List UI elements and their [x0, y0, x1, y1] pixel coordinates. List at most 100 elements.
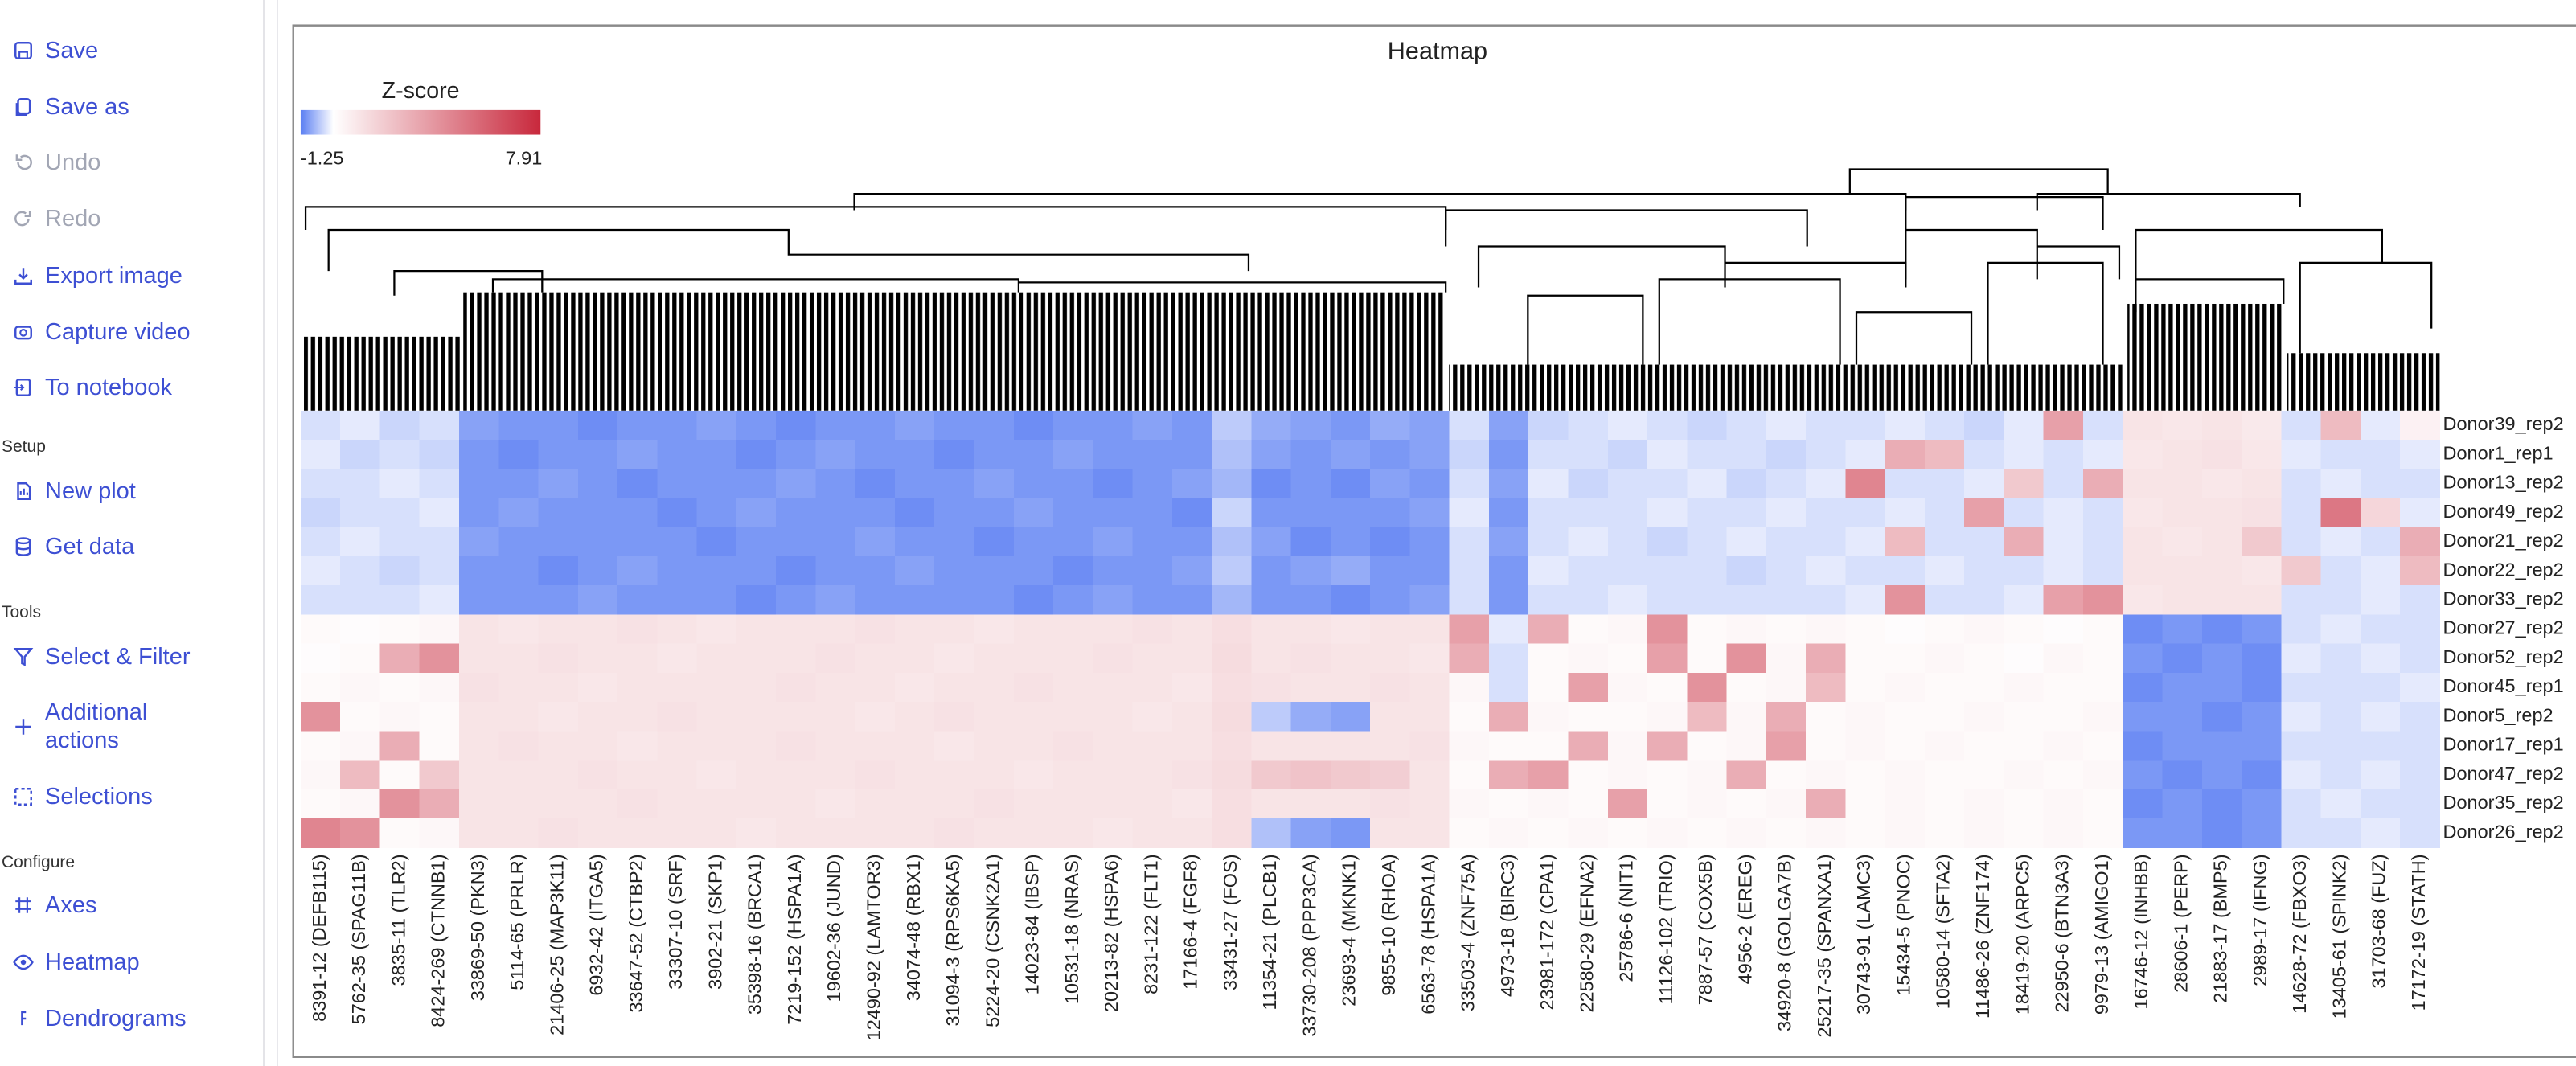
- heatmap-cell: [2281, 818, 2322, 849]
- heatmap-cell: [2123, 440, 2164, 470]
- column-label: 4973-18 (BIRC3): [1497, 854, 1518, 997]
- heatmap-cell: [776, 760, 817, 790]
- heatmap-cell: [1290, 702, 1331, 732]
- heatmap-cell: [1885, 614, 1926, 645]
- menu-item[interactable]: Get data: [13, 532, 134, 561]
- heatmap-cell: [2082, 585, 2124, 616]
- heatmap-cell: [1687, 672, 1728, 703]
- heatmap-cell: [815, 760, 856, 790]
- heatmap-cell: [696, 789, 737, 819]
- heatmap-cell: [1885, 440, 1926, 470]
- column-label: 8231-122 (FLT1): [1140, 854, 1161, 994]
- heatmap-cell: [2320, 643, 2361, 674]
- menu-item[interactable]: Save: [13, 36, 98, 65]
- heatmap-cell: [2242, 469, 2283, 499]
- menu-item[interactable]: Heatmap: [13, 948, 140, 977]
- label: Axes: [45, 892, 97, 918]
- heatmap-cell: [776, 672, 817, 703]
- heatmap-cell: [1964, 469, 2005, 499]
- heatmap-cell: [2242, 614, 2283, 645]
- menu-item[interactable]: Additional actions: [13, 699, 198, 755]
- column-label: 8424-269 (CTNNB1): [428, 854, 449, 1027]
- heatmap-cell: [2360, 498, 2401, 528]
- heatmap-cell: [1806, 469, 1847, 499]
- heatmap-cell: [379, 614, 420, 645]
- heatmap-cell: [2281, 672, 2322, 703]
- heatmap-cell: [2360, 731, 2401, 761]
- column-label: 33307-10 (SRF): [665, 854, 686, 989]
- heatmap-cell: [1132, 527, 1173, 557]
- heatmap-cell: [696, 527, 737, 557]
- heatmap-cell: [340, 585, 381, 616]
- heatmap-cell: [2242, 818, 2283, 849]
- heatmap-cell: [1726, 614, 1767, 645]
- heatmap-cell: [300, 527, 342, 557]
- column-label: 5762-35 (SPAG11B): [348, 854, 369, 1024]
- heatmap-cell: [855, 789, 896, 819]
- heatmap-cell: [1290, 527, 1331, 557]
- heatmap-cell: [1806, 527, 1847, 557]
- menu-item[interactable]: Axes: [13, 891, 96, 920]
- heatmap-cell: [1212, 643, 1253, 674]
- heatmap-cell: [2201, 702, 2242, 732]
- heatmap-cell: [815, 702, 856, 732]
- heatmap-cell: [577, 731, 618, 761]
- menu-item[interactable]: Select & Filter: [13, 642, 191, 671]
- row-label: Donor52_rep2: [2443, 646, 2563, 667]
- menu-item[interactable]: Capture video: [13, 318, 191, 346]
- heatmap-cell: [1171, 614, 1212, 645]
- heatmap-cell: [1687, 643, 1728, 674]
- heatmap-cell: [855, 760, 896, 790]
- heatmap-cell: [1568, 440, 1609, 470]
- heatmap-cell: [894, 643, 936, 674]
- heatmap-cell: [1171, 731, 1212, 761]
- heatmap-cell: [1013, 643, 1054, 674]
- heatmap-cell: [2201, 469, 2242, 499]
- heatmap-cell: [2082, 440, 2124, 470]
- heatmap-cell: [1568, 760, 1609, 790]
- heatmap-cell: [776, 585, 817, 616]
- heatmap-cell: [1370, 702, 1411, 732]
- heatmap-cell: [1132, 760, 1173, 790]
- heatmap-cell: [1924, 410, 1966, 441]
- heatmap-cell: [498, 469, 539, 499]
- menu-item[interactable]: To notebook: [13, 373, 172, 402]
- heatmap-cell: [2360, 527, 2401, 557]
- heatmap-cell: [1053, 702, 1094, 732]
- heatmap-cell: [1806, 614, 1847, 645]
- heatmap-cell: [1924, 527, 1966, 557]
- heatmap-cell: [1370, 789, 1411, 819]
- heatmap-cell: [459, 818, 500, 849]
- heatmap-cell: [2123, 643, 2164, 674]
- heatmap-cell: [934, 760, 975, 790]
- heatmap-cell: [1370, 672, 1411, 703]
- heatmap-cell: [2320, 440, 2361, 470]
- heatmap-cell: [2043, 789, 2084, 819]
- menu-item[interactable]: Save as: [13, 92, 129, 121]
- menu-item[interactable]: Selections: [13, 782, 153, 811]
- menu-item[interactable]: New plot: [13, 477, 136, 506]
- heatmap-cell: [2004, 818, 2045, 849]
- heatmap-cell: [1053, 469, 1094, 499]
- heatmap-cell: [1964, 731, 2005, 761]
- heatmap-cell: [2400, 556, 2441, 586]
- heatmap-cell: [1766, 643, 1807, 674]
- heatmap-cell: [657, 527, 698, 557]
- heatmap-cell: [2123, 614, 2164, 645]
- heatmap-cell: [1726, 672, 1767, 703]
- heatmap-cell: [2123, 789, 2164, 819]
- heatmap-cell: [2201, 789, 2242, 819]
- heatmap-cell: [1647, 731, 1688, 761]
- heatmap-cell: [1924, 469, 1966, 499]
- heatmap-cell: [459, 410, 500, 441]
- menu-item[interactable]: Export image: [13, 261, 183, 290]
- column-label: 16746-12 (INHBB): [2131, 854, 2151, 1009]
- menu-item[interactable]: Dendrograms: [13, 1004, 187, 1033]
- heatmap-cell: [1845, 410, 1886, 441]
- heatmap-cell: [498, 614, 539, 645]
- heatmap-cell: [1647, 527, 1688, 557]
- column-label: 20213-82 (HSPA6): [1101, 854, 1122, 1012]
- heatmap-cell: [2004, 410, 2045, 441]
- heatmap-cell: [1053, 614, 1094, 645]
- column-label: 31703-68 (FUZ): [2369, 854, 2389, 988]
